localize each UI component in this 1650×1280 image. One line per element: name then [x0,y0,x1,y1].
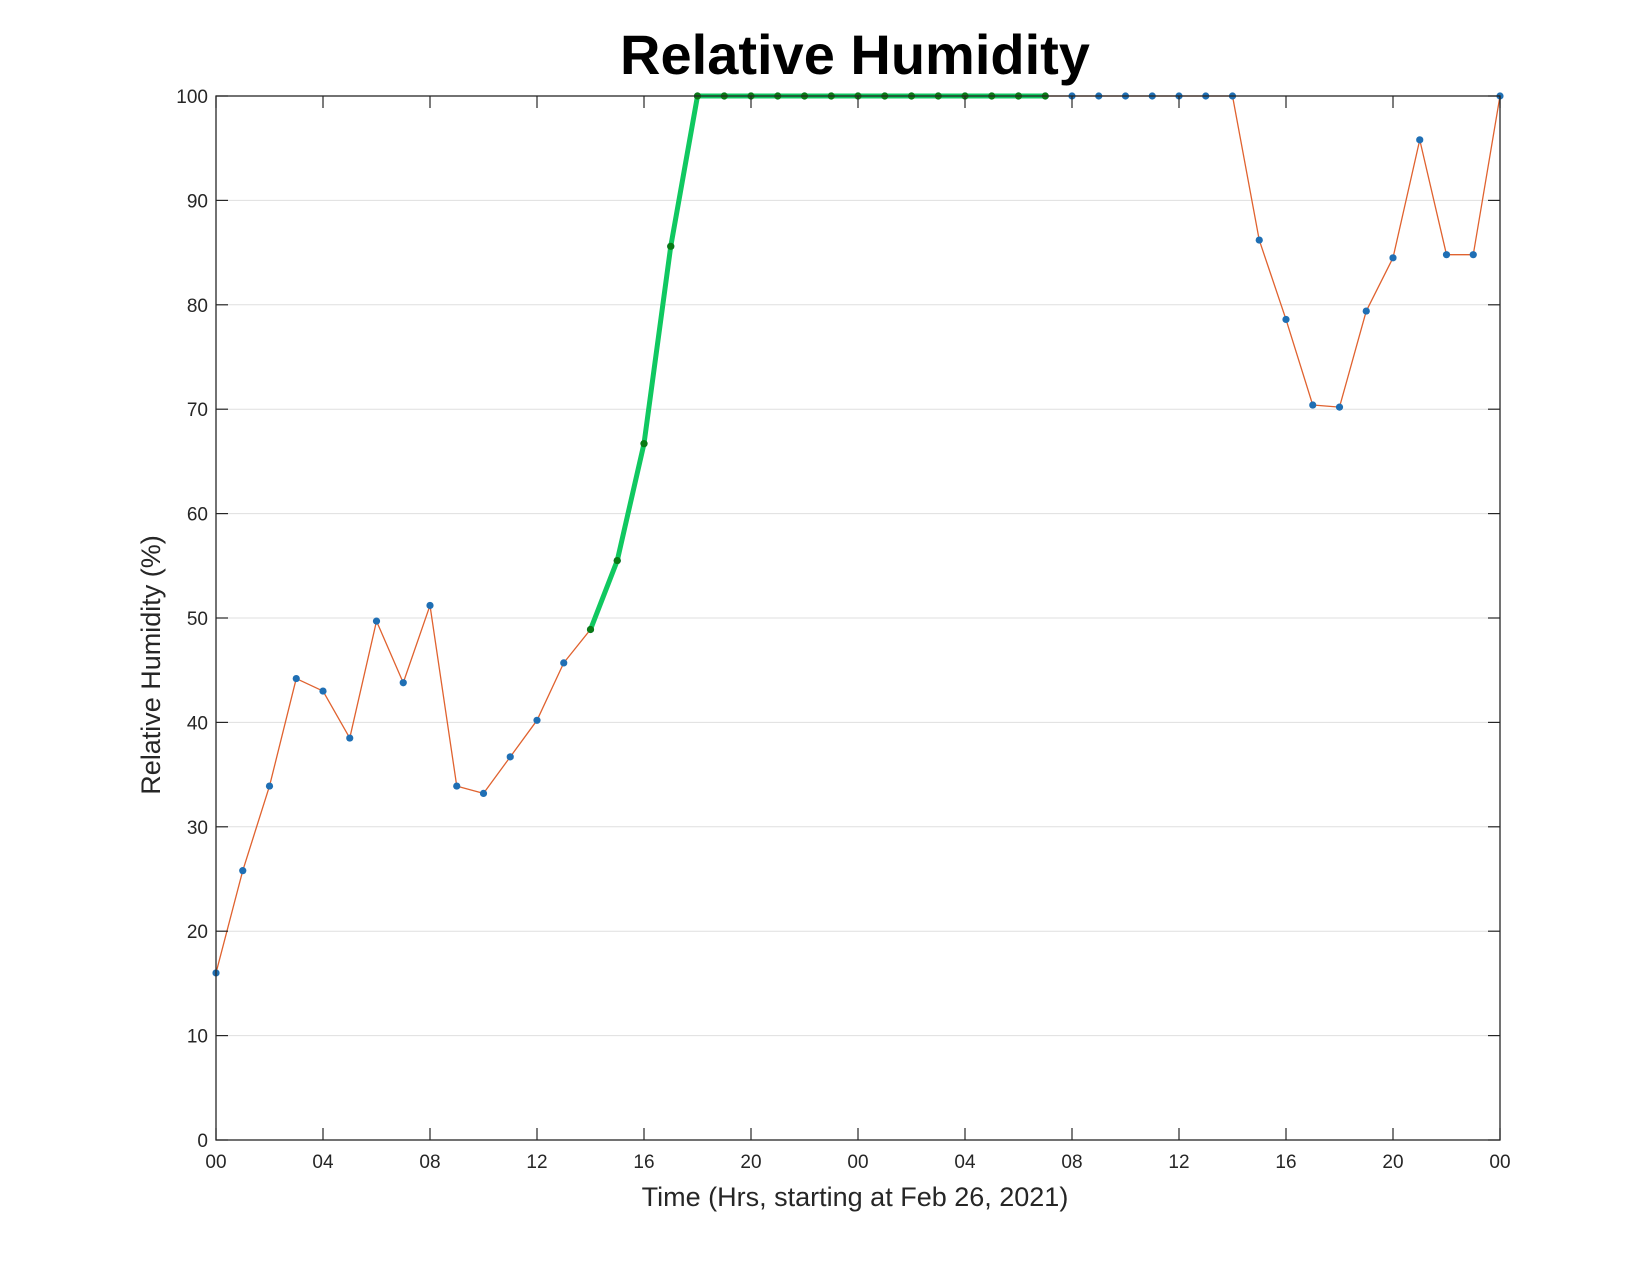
series-1-point [1255,236,1263,244]
series-1-point [1469,251,1477,259]
series-1-point [1442,251,1451,259]
series-1-point [506,753,514,761]
grid-lines [216,199,1500,1037]
axes: 0 10 20 30 40 50 60 70 80 90 100 00 04 08 12 16 20 00 04 08… [176,87,1510,1173]
x-tick-label: 16 [1275,1152,1296,1173]
series-1-point [399,679,407,687]
x-tick-label: 12 [526,1152,547,1173]
x-tick-label: 00 [847,1152,868,1173]
series-1-point [1282,315,1290,324]
y-tick-label: 30 [187,818,208,839]
y-tick-label: 50 [187,609,208,630]
series-1-point [239,867,247,875]
y-axis-label: Relative Humidity (%) [136,535,166,795]
x-tick-label: 00 [205,1152,226,1173]
series-1-point [426,601,434,610]
series-2-point [586,625,595,634]
series-1-point [533,716,541,724]
series-1-point [346,734,354,742]
chart-title: Relative Humidity [620,23,1090,86]
y-tick-label: 90 [187,191,208,212]
y-tick-label: 80 [187,296,208,317]
series-1-point [372,617,381,625]
y-tick-label: 40 [187,713,208,734]
series-1-point [479,789,488,797]
y-tick-label: 70 [187,400,208,421]
series-1-point [1362,307,1370,315]
x-tick-label: 00 [1489,1152,1510,1173]
y-tick-label: 100 [176,87,208,108]
x-tick-label: 20 [1382,1152,1403,1173]
series-1-point [453,782,461,790]
y-tick-label: 20 [187,922,208,943]
series-2-point [613,556,621,565]
series-2-point [640,440,648,448]
series-1-point [1389,254,1397,262]
series-1-point [560,659,568,667]
y-tick-label: 0 [197,1131,208,1152]
x-tick-label: 16 [633,1152,654,1173]
y-tick-label: 10 [187,1027,208,1048]
series-1-point [319,687,327,695]
series-2-line [588,93,1048,632]
series-1-point [292,674,300,683]
x-tick-label: 12 [1168,1152,1189,1173]
x-axis-label: Time (Hrs, starting at Feb 26, 2021) [642,1182,1069,1212]
x-tick-label: 08 [419,1152,440,1173]
series-1-point [265,782,274,790]
x-tick-label: 04 [954,1152,976,1173]
x-tick-label: 04 [312,1152,334,1173]
series-1-point [1335,403,1344,411]
plot-series [212,92,1504,977]
series-2-point [667,242,675,250]
y-tick-label: 60 [187,505,208,526]
series-1-point [1309,401,1317,409]
series-1-point [1416,136,1424,144]
x-tick-label: 08 [1061,1152,1082,1173]
x-tick-label: 20 [740,1152,761,1173]
series-1-line [215,95,1501,974]
